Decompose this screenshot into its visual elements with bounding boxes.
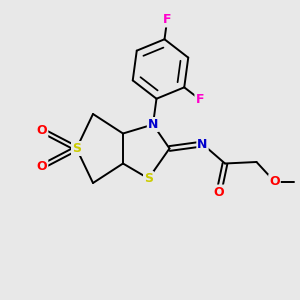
Text: F: F xyxy=(195,93,204,106)
Text: S: S xyxy=(72,142,81,155)
Text: O: O xyxy=(269,175,280,188)
Text: O: O xyxy=(37,124,47,137)
Text: S: S xyxy=(144,172,153,185)
Text: N: N xyxy=(148,118,158,131)
Text: F: F xyxy=(163,14,171,26)
Text: N: N xyxy=(197,137,208,151)
Text: O: O xyxy=(214,185,224,199)
Text: O: O xyxy=(37,160,47,173)
